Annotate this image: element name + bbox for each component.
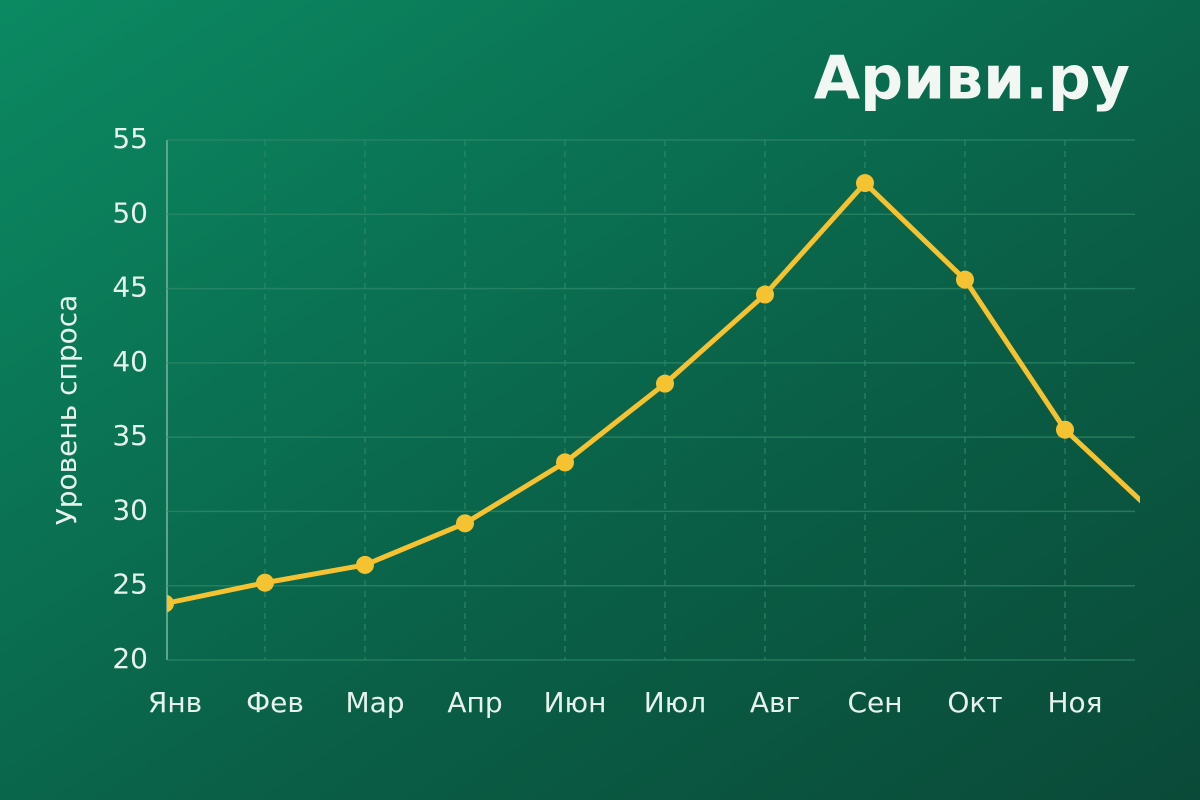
y-tick-label: 45 (112, 271, 148, 304)
x-tick-label: Авг (750, 686, 800, 719)
data-point (656, 374, 674, 393)
y-tick-label: 50 (112, 196, 148, 229)
data-point (1056, 420, 1074, 439)
data-point (556, 453, 574, 472)
data-point (167, 594, 174, 613)
x-tick-label: Янв (148, 686, 202, 719)
x-tick-label: Мар (345, 686, 404, 719)
data-point (456, 514, 474, 533)
y-tick-label: 55 (112, 122, 148, 155)
y-tick-label: 20 (112, 642, 148, 675)
x-tick-label: Июл (644, 686, 706, 719)
y-tick-label: 40 (112, 345, 148, 378)
x-tick-label: Окт (947, 686, 1002, 719)
y-tick-label: 30 (112, 493, 148, 526)
y-tick-label: 35 (112, 419, 148, 452)
y-tick-label: 25 (112, 568, 148, 601)
x-tick-label: Фев (246, 686, 304, 719)
x-tick-label: Ноя (1047, 686, 1102, 719)
data-point (756, 285, 774, 304)
y-axis-label: Уровень спроса (50, 295, 83, 526)
x-tick-label: Июн (544, 686, 607, 719)
data-point (256, 573, 274, 592)
x-tick-label: Апр (447, 686, 502, 719)
data-point (956, 270, 974, 289)
data-point (356, 555, 374, 574)
chart-title: Ариви.ру (814, 44, 1130, 114)
data-point (856, 174, 874, 193)
x-tick-label: Сен (847, 686, 902, 719)
